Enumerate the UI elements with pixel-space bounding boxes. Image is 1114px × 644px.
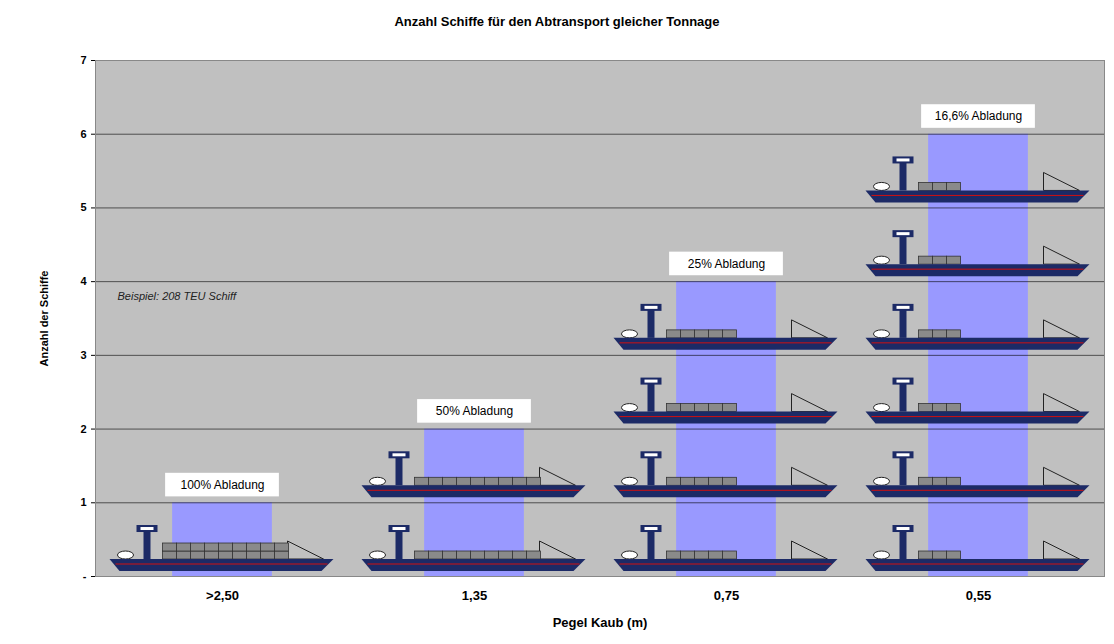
html-text:Anzahl Schiffe für den Abtrans: Anzahl Schiffe für den Abtransport gleic… [394, 14, 720, 29]
svg-text:50% Abladung: 50% Abladung [436, 404, 513, 418]
svg-text:7: 7 [80, 54, 86, 66]
svg-text:16,6% Abladung: 16,6% Abladung [935, 109, 1022, 123]
svg-text:100% Abladung: 100% Abladung [180, 478, 264, 492]
svg-text:6: 6 [80, 128, 86, 140]
svg-text:4: 4 [80, 275, 87, 287]
svg-text:5: 5 [80, 201, 86, 213]
svg-text:3: 3 [80, 349, 86, 361]
svg-text:1,35: 1,35 [462, 588, 487, 603]
svg-text:25% Abladung: 25% Abladung [688, 257, 765, 271]
svg-text:-: - [83, 570, 87, 582]
svg-text:Pegel Kaub (m): Pegel Kaub (m) [553, 615, 648, 630]
svg-text:Anzahl der Schiffe: Anzahl der Schiffe [38, 271, 50, 367]
svg-text:Beispiel: 208 TEU Schiff: Beispiel: 208 TEU Schiff [118, 290, 238, 302]
svg-text:0,55: 0,55 [966, 588, 991, 603]
svg-text:1: 1 [80, 496, 86, 508]
svg-text:2: 2 [80, 423, 86, 435]
svg-text:>2,50: >2,50 [206, 588, 239, 603]
svg-text:0,75: 0,75 [714, 588, 739, 603]
